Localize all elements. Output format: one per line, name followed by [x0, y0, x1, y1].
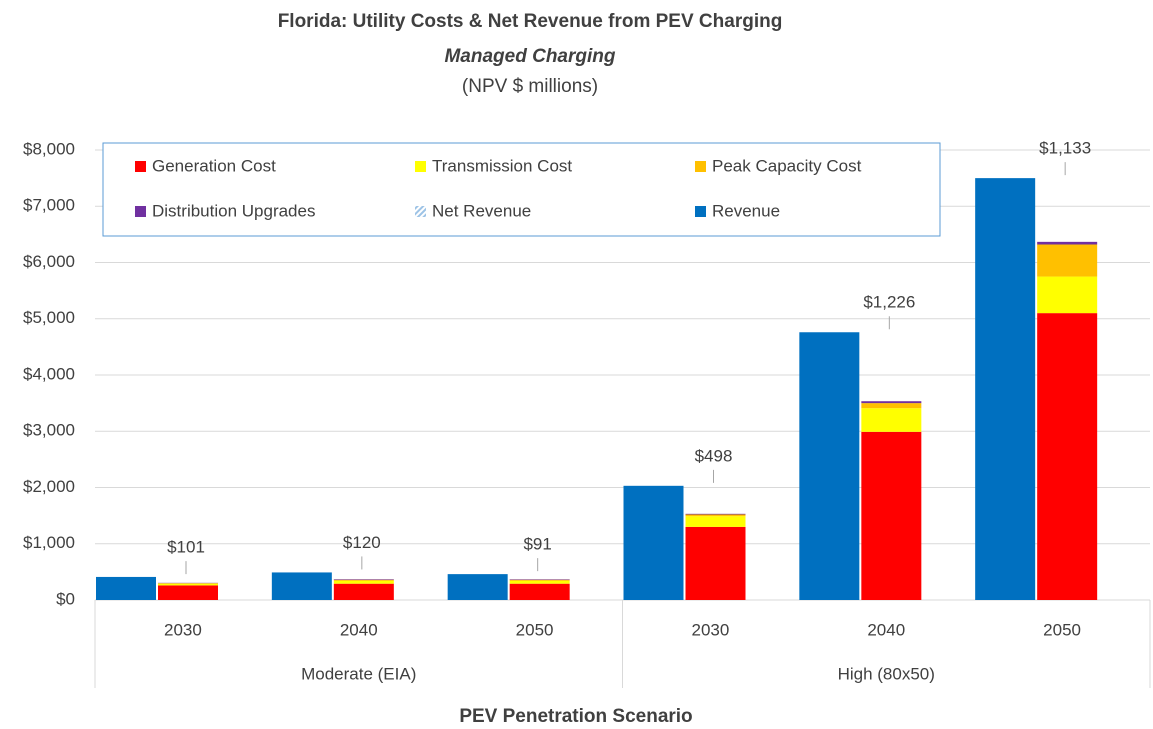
- bar: [975, 178, 1036, 600]
- bar-segment: [509, 579, 570, 580]
- legend-label: Revenue: [712, 201, 780, 220]
- y-tick-label: $2,000: [23, 477, 75, 496]
- net-revenue-segment: [334, 572, 394, 579]
- group-label: Moderate (EIA): [301, 664, 416, 683]
- chart-subtitle: Managed Charging: [444, 46, 615, 67]
- x-tick-label: 2030: [164, 620, 202, 639]
- net-revenue-segment: [861, 332, 921, 401]
- legend-swatch: [415, 206, 426, 217]
- y-tick-label: $6,000: [23, 252, 75, 271]
- legend-label: Transmission Cost: [432, 156, 572, 175]
- bar-segment: [1037, 276, 1098, 314]
- y-tick-label: $7,000: [23, 196, 75, 215]
- bar-segment: [685, 516, 746, 527]
- y-tick-label: $8,000: [23, 139, 75, 158]
- data-label: $120: [343, 533, 381, 552]
- units-label: (NPV $ millions): [462, 76, 598, 97]
- bar-segment: [1037, 313, 1098, 600]
- bar: [271, 572, 332, 600]
- x-axis-title: PEV Penetration Scenario: [459, 706, 692, 727]
- bar-segment: [333, 579, 394, 581]
- legend-label: Distribution Upgrades: [152, 201, 315, 220]
- x-tick-label: 2040: [867, 620, 905, 639]
- bar-segment: [158, 585, 218, 600]
- x-tick-label: 2050: [1043, 620, 1081, 639]
- legend-label: Generation Cost: [152, 156, 276, 175]
- bar-segment: [1037, 244, 1098, 277]
- bar: [799, 332, 860, 600]
- bar-segment: [861, 408, 922, 432]
- data-label: $1,133: [1039, 139, 1091, 158]
- y-tick-label: $0: [56, 589, 75, 608]
- x-tick-label: 2030: [692, 620, 730, 639]
- y-tick-label: $3,000: [23, 421, 75, 440]
- bar-segment: [158, 583, 218, 584]
- legend-box: [102, 142, 941, 237]
- bar-segment: [861, 403, 922, 409]
- bar: [96, 576, 156, 600]
- bar-segment: [685, 513, 746, 515]
- bar-segment: [1037, 241, 1098, 245]
- x-tick-label: 2050: [516, 620, 554, 639]
- legend-swatch: [695, 161, 706, 172]
- net-revenue-segment: [158, 577, 218, 583]
- y-tick-label: $1,000: [23, 533, 75, 552]
- legend-swatch: [135, 206, 146, 217]
- legend-swatch: [695, 206, 706, 217]
- legend-label: Net Revenue: [432, 201, 531, 220]
- y-tick-label: $4,000: [23, 364, 75, 383]
- bar-segment: [861, 401, 922, 404]
- bar: [447, 574, 508, 600]
- data-label: $101: [167, 538, 205, 557]
- legend-label: Peak Capacity Cost: [712, 156, 862, 175]
- bar-segment: [685, 514, 746, 517]
- net-revenue-segment: [1037, 178, 1097, 242]
- chart-title: Florida: Utility Costs & Net Revenue fro…: [278, 11, 783, 32]
- y-tick-label: $5,000: [23, 308, 75, 327]
- bar-segment: [333, 583, 394, 600]
- data-label: $1,226: [863, 293, 915, 312]
- bar-segment: [861, 431, 922, 600]
- x-tick-label: 2040: [340, 620, 378, 639]
- bar: [623, 485, 684, 600]
- bar-segment: [509, 583, 570, 600]
- bar-segment: [509, 579, 570, 581]
- bar-segment: [333, 579, 394, 580]
- bar-segment: [158, 583, 218, 586]
- bar-segment: [333, 580, 394, 584]
- net-revenue-segment: [686, 486, 746, 514]
- bar-segment: [509, 580, 570, 584]
- data-label: $91: [523, 535, 551, 554]
- legend-swatch: [135, 161, 146, 172]
- group-label: High (80x50): [838, 664, 935, 683]
- data-label: $498: [695, 446, 733, 465]
- net-revenue-segment: [510, 574, 570, 579]
- legend-swatch: [415, 161, 426, 172]
- bar-segment: [685, 526, 746, 600]
